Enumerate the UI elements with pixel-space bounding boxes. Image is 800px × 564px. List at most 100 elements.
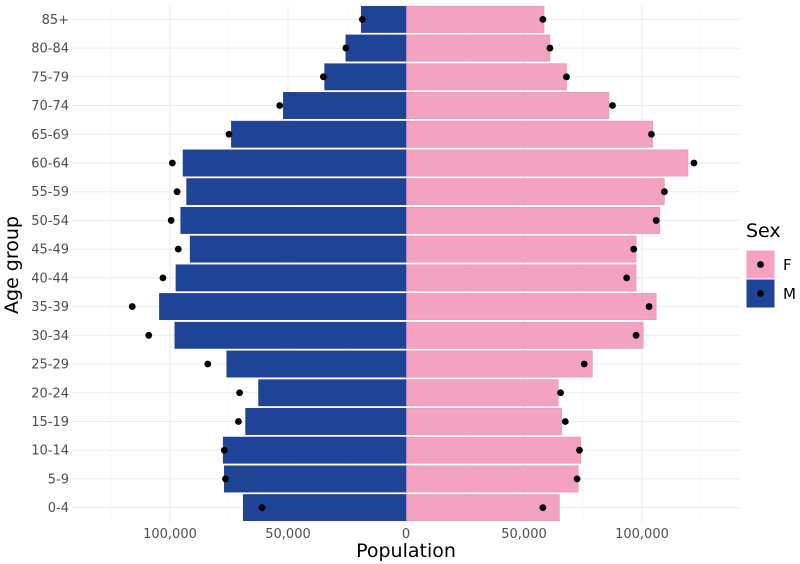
bar-F-40-44 bbox=[405, 264, 637, 292]
points-layer bbox=[128, 15, 698, 512]
bar-F-60-64 bbox=[405, 149, 689, 177]
point-F-85+ bbox=[539, 15, 547, 23]
legend: Sex FM bbox=[745, 220, 796, 309]
y-tick-label-40-44: 40-44 bbox=[31, 271, 69, 286]
bar-M-50-54 bbox=[180, 207, 407, 234]
point-M-55-59 bbox=[173, 188, 181, 196]
point-F-70-74 bbox=[609, 102, 616, 109]
bar-F-5-9 bbox=[405, 465, 579, 493]
bar-F-70-74 bbox=[405, 92, 610, 119]
bar-M-5-9 bbox=[224, 465, 407, 493]
bar-M-10-14 bbox=[222, 436, 407, 464]
x-tick-label: 50,000 bbox=[265, 527, 311, 542]
point-M-10-14 bbox=[220, 446, 228, 454]
bar-M-0-4 bbox=[242, 494, 407, 522]
bar-M-75-79 bbox=[324, 63, 407, 91]
point-F-5-9 bbox=[573, 475, 581, 483]
bar-M-80-84 bbox=[345, 34, 407, 62]
legend-title: Sex bbox=[746, 220, 781, 242]
x-axis-title: Population bbox=[356, 540, 456, 562]
bar-M-70-74 bbox=[283, 92, 407, 119]
bar-M-30-34 bbox=[174, 321, 407, 349]
bar-F-55-59 bbox=[405, 178, 665, 206]
point-F-80-84 bbox=[546, 44, 554, 52]
bar-M-25-29 bbox=[226, 350, 407, 378]
y-tick-label-15-19: 15-19 bbox=[31, 415, 69, 430]
legend-key-point-F bbox=[757, 261, 764, 268]
y-tick-label-55-59: 55-59 bbox=[31, 185, 69, 200]
point-M-35-39 bbox=[128, 303, 136, 310]
bar-F-30-34 bbox=[405, 321, 644, 349]
bar-M-15-19 bbox=[245, 408, 407, 435]
point-F-25-29 bbox=[580, 360, 588, 368]
bar-F-65-69 bbox=[405, 120, 653, 148]
y-tick-label-30-34: 30-34 bbox=[31, 329, 69, 344]
bars-layer bbox=[159, 5, 689, 522]
bar-F-10-14 bbox=[405, 436, 581, 464]
y-tick-label-20-24: 20-24 bbox=[31, 386, 69, 401]
x-tick-label: 0 bbox=[402, 527, 410, 542]
y-tick-label-70-74: 70-74 bbox=[31, 99, 69, 114]
y-tick-label-75-79: 75-79 bbox=[31, 70, 69, 85]
point-M-0-4 bbox=[258, 504, 266, 512]
x-tick-label: 100,000 bbox=[143, 527, 197, 542]
y-tick-label-0-4: 0-4 bbox=[48, 501, 69, 516]
point-M-80-84 bbox=[342, 44, 350, 52]
bar-M-35-39 bbox=[159, 293, 407, 320]
x-tick-label: 50,000 bbox=[501, 527, 547, 542]
y-tick-label-45-49: 45-49 bbox=[31, 243, 69, 258]
point-F-55-59 bbox=[661, 188, 668, 196]
bar-M-20-24 bbox=[258, 379, 407, 407]
y-tick-labels: 0-4 5-9 10-14 15-19 20-24 25-29 30-34 35-39 40-4… bbox=[31, 13, 69, 516]
point-M-30-34 bbox=[145, 331, 153, 339]
point-F-75-79 bbox=[563, 73, 570, 81]
legend-label-M: M bbox=[783, 285, 796, 303]
bar-M-45-49 bbox=[189, 235, 407, 263]
bar-M-60-64 bbox=[182, 149, 407, 177]
y-tick-label-35-39: 35-39 bbox=[31, 300, 69, 315]
legend-key-point-M bbox=[757, 290, 764, 297]
x-tick-label: 100,000 bbox=[615, 527, 669, 542]
y-tick-label-60-64: 60-64 bbox=[31, 156, 69, 171]
y-tick-label-50-54: 50-54 bbox=[31, 214, 69, 229]
bar-F-0-4 bbox=[405, 494, 560, 522]
bar-F-85+ bbox=[405, 5, 545, 33]
bar-F-75-79 bbox=[405, 63, 567, 91]
point-F-40-44 bbox=[623, 274, 631, 282]
point-F-65-69 bbox=[648, 130, 655, 138]
bar-F-25-29 bbox=[405, 350, 593, 378]
point-M-75-79 bbox=[320, 73, 327, 81]
point-M-85+ bbox=[358, 15, 366, 23]
y-tick-label-5-9: 5-9 bbox=[48, 472, 69, 487]
y-tick-label-65-69: 65-69 bbox=[31, 128, 69, 143]
point-M-70-74 bbox=[276, 102, 284, 109]
y-axis-title: Age group bbox=[1, 216, 23, 314]
point-M-60-64 bbox=[168, 159, 176, 167]
bar-M-85+ bbox=[360, 5, 407, 33]
point-F-15-19 bbox=[561, 418, 569, 425]
y-tick-label-80-84: 80-84 bbox=[31, 42, 69, 57]
bar-F-20-24 bbox=[405, 379, 559, 407]
bar-F-35-39 bbox=[405, 293, 657, 320]
bar-M-55-59 bbox=[186, 178, 407, 206]
bar-F-15-19 bbox=[405, 408, 562, 435]
y-tick-label-10-14: 10-14 bbox=[31, 444, 69, 459]
point-F-50-54 bbox=[652, 217, 660, 224]
point-M-45-49 bbox=[174, 245, 182, 253]
point-M-15-19 bbox=[235, 418, 242, 425]
y-tick-label-85+: 85+ bbox=[42, 13, 69, 28]
point-M-40-44 bbox=[159, 274, 167, 282]
point-F-30-34 bbox=[632, 331, 640, 339]
point-F-45-49 bbox=[630, 245, 638, 253]
point-M-25-29 bbox=[204, 360, 212, 368]
point-M-50-54 bbox=[167, 217, 175, 224]
point-F-35-39 bbox=[645, 303, 653, 310]
legend-label-F: F bbox=[783, 256, 792, 274]
bar-M-65-69 bbox=[231, 120, 407, 148]
point-F-60-64 bbox=[690, 159, 698, 167]
y-tick-label-25-29: 25-29 bbox=[31, 358, 69, 373]
point-F-10-14 bbox=[576, 446, 583, 454]
bar-F-50-54 bbox=[405, 207, 660, 234]
point-F-20-24 bbox=[557, 389, 564, 397]
